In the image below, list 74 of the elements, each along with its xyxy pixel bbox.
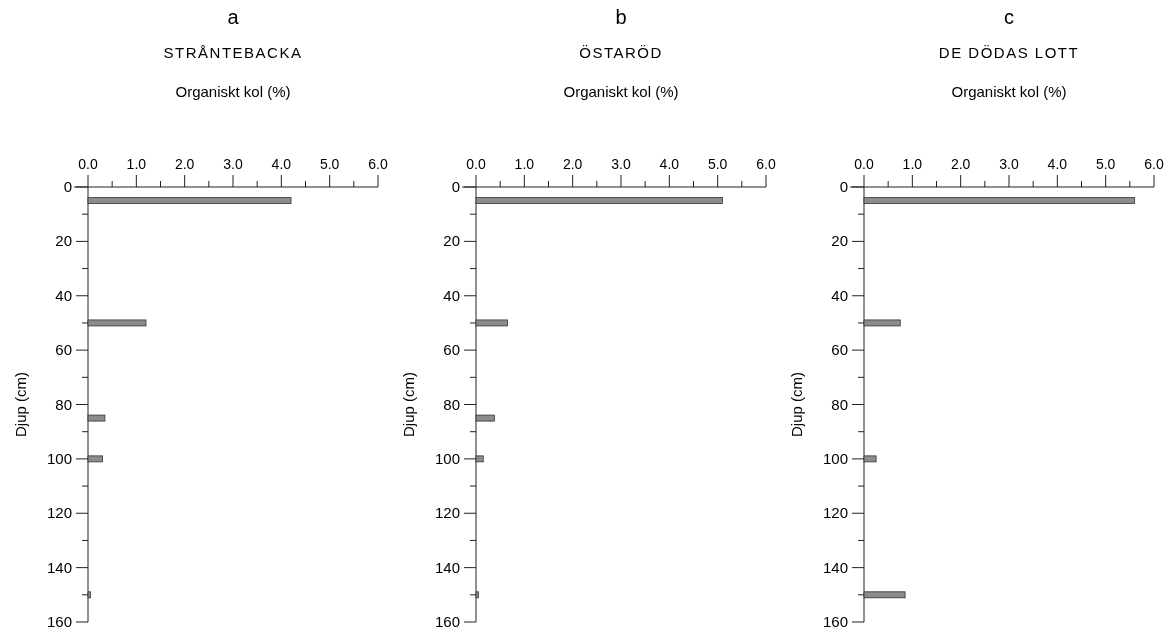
x-tick-label: 4.0: [659, 156, 680, 172]
x-tick-label: 4.0: [1047, 156, 1068, 172]
y-tick-label: 0: [451, 178, 460, 195]
y-tick-label: 140: [46, 558, 72, 576]
y-tick-label: 60: [443, 341, 460, 359]
bar: [475, 414, 495, 422]
x-tick-label: 2.0: [174, 156, 195, 172]
y-tick-label: 100: [822, 449, 848, 467]
y-tick-label: 40: [443, 286, 460, 304]
x-tick-label: 6.0: [368, 156, 388, 172]
bar: [87, 455, 103, 463]
bar: [475, 455, 484, 463]
chart-title: a: [227, 6, 240, 28]
y-tick-label: 20: [55, 232, 72, 250]
y-tick-label: 160: [822, 613, 848, 630]
y-tick-label: 40: [55, 286, 72, 304]
x-tick-label: 1.0: [902, 156, 923, 172]
x-tick-label: 5.0: [319, 156, 340, 172]
y-tick-label: 120: [434, 504, 460, 522]
x-tick-label: 2.0: [950, 156, 971, 172]
y-axis-title: Djup (cm): [12, 371, 29, 438]
y-tick-label: 0: [839, 178, 848, 195]
y-tick-label: 80: [443, 395, 460, 413]
x-axis-title: Organiskt kol (%): [175, 83, 291, 100]
y-tick-label: 120: [822, 504, 848, 522]
x-tick-label: 0.0: [854, 156, 874, 172]
y-axis-title: Djup (cm): [400, 371, 417, 438]
chart-title: c: [1004, 6, 1014, 28]
y-tick-label: 80: [55, 395, 72, 413]
bar: [87, 591, 91, 599]
x-axis-title: Organiskt kol (%): [563, 83, 679, 100]
y-tick-label: 40: [831, 286, 848, 304]
chart-subtitle: ÖSTARÖD: [579, 44, 663, 61]
bar: [87, 414, 106, 422]
x-tick-label: 1.0: [126, 156, 147, 172]
y-axis-title: Djup (cm): [788, 371, 805, 438]
y-tick-label: 0: [63, 178, 72, 195]
y-tick-label: 140: [434, 558, 460, 576]
bar: [863, 197, 1136, 204]
bar: [475, 319, 508, 327]
y-tick-label: 20: [443, 232, 460, 250]
x-tick-label: 3.0: [223, 156, 243, 172]
bar: [863, 455, 877, 463]
x-tick-label: 5.0: [707, 156, 728, 172]
x-tick-label: 0.0: [78, 156, 98, 172]
x-tick-label: 1.0: [514, 156, 535, 172]
chart-subtitle: STRÅNTEBACKA: [163, 44, 303, 61]
x-tick-label: 6.0: [756, 156, 776, 172]
y-tick-label: 80: [831, 395, 848, 413]
x-tick-label: 6.0: [1144, 156, 1164, 172]
bar: [475, 197, 723, 204]
y-tick-label: 140: [822, 558, 848, 576]
x-tick-label: 3.0: [611, 156, 631, 172]
x-tick-label: 5.0: [1095, 156, 1116, 172]
y-tick-label: 120: [46, 504, 72, 522]
y-tick-label: 100: [46, 449, 72, 467]
y-tick-label: 100: [434, 449, 460, 467]
x-tick-label: 3.0: [999, 156, 1019, 172]
chart-subtitle: DE DÖDAS LOTT: [938, 44, 1080, 61]
y-tick-label: 20: [831, 232, 848, 250]
bar: [863, 591, 906, 599]
y-tick-label: 160: [46, 613, 72, 630]
x-axis-title: Organiskt kol (%): [951, 83, 1067, 100]
x-tick-label: 0.0: [466, 156, 486, 172]
x-tick-label: 4.0: [271, 156, 292, 172]
y-tick-label: 160: [434, 613, 460, 630]
y-tick-label: 60: [831, 341, 848, 359]
bar: [475, 591, 479, 599]
y-tick-label: 60: [55, 341, 72, 359]
bar: [87, 197, 292, 204]
bar: [863, 319, 901, 327]
bar: [87, 319, 147, 327]
chart-title: b: [615, 6, 627, 28]
x-tick-label: 2.0: [562, 156, 583, 172]
